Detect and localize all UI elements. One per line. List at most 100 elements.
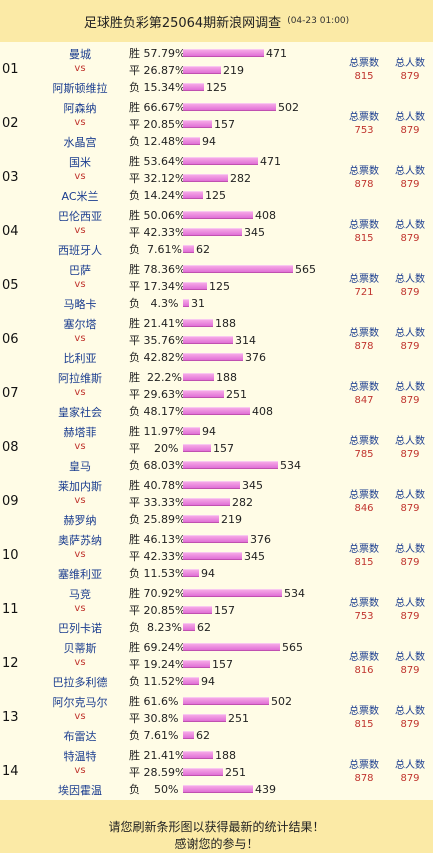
vote-bar xyxy=(183,535,248,543)
total-people: 总人数 879 xyxy=(390,378,430,406)
vs-label: vs xyxy=(74,765,86,776)
vote-bar xyxy=(183,103,276,111)
total-votes-label: 总票数 xyxy=(349,328,379,339)
vote-count: 125 xyxy=(206,80,227,94)
vote-count: 314 xyxy=(235,333,256,347)
result-percent-label: 平 20% xyxy=(129,442,179,455)
result-percent-label: 胜 70.92% xyxy=(129,587,186,600)
vote-bar xyxy=(183,643,280,651)
vote-count: 157 xyxy=(212,657,233,671)
result-percent-label: 负 50% xyxy=(129,783,179,796)
total-votes-value: 847 xyxy=(354,395,374,406)
home-team: 阿尔克马尔 xyxy=(52,696,108,709)
vote-bar xyxy=(183,211,253,219)
total-people-value: 879 xyxy=(400,503,420,514)
total-votes: 总票数 816 xyxy=(344,648,384,676)
total-people-label: 总人数 xyxy=(395,382,425,393)
result-bar-row: 胜 53.64% 471 xyxy=(129,154,281,169)
vs-label: vs xyxy=(74,171,86,182)
match-row: 03 国米 vs AC米兰 胜 53.64% 471 平 32.12% 282 负 1… xyxy=(0,150,433,204)
total-votes: 总票数 815 xyxy=(344,540,384,568)
result-percent-label: 负 7.61% xyxy=(129,729,179,742)
result-bar-row: 负 14.24% 125 xyxy=(129,188,226,203)
total-votes-label: 总票数 xyxy=(349,598,379,609)
vote-bar xyxy=(183,569,199,577)
total-people-value: 879 xyxy=(400,719,420,730)
result-bar-row: 胜 46.13% 376 xyxy=(129,532,271,547)
result-bar-row: 平 28.59% 251 xyxy=(129,765,246,780)
vs-label: vs xyxy=(74,441,86,452)
vote-count: 565 xyxy=(295,262,316,276)
vote-count: 188 xyxy=(216,370,237,384)
vote-count: 188 xyxy=(215,748,236,762)
total-people-label: 总人数 xyxy=(395,760,425,771)
total-people: 总人数 879 xyxy=(390,162,430,190)
home-team: 巴伦西亚 xyxy=(58,210,102,223)
result-percent-label: 胜 57.79% xyxy=(129,47,186,60)
result-percent-label: 平 33.33% xyxy=(129,496,186,509)
vote-bar xyxy=(183,174,228,182)
total-people-label: 总人数 xyxy=(395,490,425,501)
result-percent-label: 负 42.82% xyxy=(129,351,186,364)
total-votes-value: 815 xyxy=(354,71,374,82)
result-percent-label: 胜 61.6% xyxy=(129,695,179,708)
result-bar-row: 平 17.34% 125 xyxy=(129,279,230,294)
vs-label: vs xyxy=(74,63,86,74)
away-team: 赫罗纳 xyxy=(63,514,97,527)
total-people-value: 879 xyxy=(400,395,420,406)
result-percent-label: 胜 69.24% xyxy=(129,641,186,654)
result-percent-label: 负 11.53% xyxy=(129,567,186,580)
vs-label: vs xyxy=(74,225,86,236)
result-percent-label: 负 12.48% xyxy=(129,135,186,148)
vote-bar xyxy=(183,66,221,74)
away-team: 布雷达 xyxy=(63,730,97,743)
vote-count: 125 xyxy=(205,188,226,202)
vote-bar xyxy=(183,677,199,685)
home-team: 塞尔塔 xyxy=(63,318,97,331)
total-votes: 总票数 815 xyxy=(344,54,384,82)
result-bar-row: 负 4.3% 31 xyxy=(129,296,205,311)
result-bar-row: 胜 70.92% 534 xyxy=(129,586,305,601)
vote-count: 251 xyxy=(226,387,247,401)
away-team: 巴列卡诺 xyxy=(58,622,102,635)
total-people-value: 879 xyxy=(400,449,420,460)
match-row: 07 阿拉维斯 vs 皇家社会 胜 22.2% 188 平 29.63% 251 负 … xyxy=(0,366,433,420)
total-people: 总人数 879 xyxy=(390,216,430,244)
vote-bar xyxy=(183,336,233,344)
total-people-value: 879 xyxy=(400,71,420,82)
total-votes-value: 721 xyxy=(354,287,374,298)
total-people: 总人数 879 xyxy=(390,108,430,136)
total-votes-label: 总票数 xyxy=(349,544,379,555)
total-votes-label: 总票数 xyxy=(349,436,379,447)
total-votes-value: 878 xyxy=(354,341,374,352)
vote-count: 62 xyxy=(197,620,211,634)
vote-bar xyxy=(183,731,194,739)
match-list: 01 曼城 vs 阿斯顿维拉 胜 57.79% 471 平 26.87% 219 负 … xyxy=(0,42,433,798)
vote-count: 188 xyxy=(215,316,236,330)
vote-count: 565 xyxy=(282,640,303,654)
result-bar-row: 负 11.52% 94 xyxy=(129,674,215,689)
total-people-label: 总人数 xyxy=(395,598,425,609)
total-people-label: 总人数 xyxy=(395,328,425,339)
result-percent-label: 平 28.59% xyxy=(129,766,186,779)
result-bar-row: 负 15.34% 125 xyxy=(129,80,227,95)
result-percent-label: 负 7.61% xyxy=(129,243,182,256)
vote-count: 219 xyxy=(223,63,244,77)
match-number: 04 xyxy=(2,224,19,239)
result-bar-row: 平 42.33% 345 xyxy=(129,225,265,240)
home-team: 赫塔菲 xyxy=(63,426,97,439)
result-bar-row: 负 7.61% 62 xyxy=(129,242,210,257)
footer-refresh-note: 请您刷新条形图以获得最新的统计结果！ xyxy=(108,820,325,834)
total-votes: 总票数 847 xyxy=(344,378,384,406)
footer: 请您刷新条形图以获得最新的统计结果！ 感谢您的参与！ xyxy=(0,800,433,853)
home-team: 阿森纳 xyxy=(63,102,97,115)
total-people: 总人数 879 xyxy=(390,486,430,514)
result-percent-label: 平 42.33% xyxy=(129,550,186,563)
total-people-label: 总人数 xyxy=(395,436,425,447)
match-row: 14 特温特 vs 埃因霍温 胜 21.41% 188 平 28.59% 251 负 … xyxy=(0,744,433,798)
vote-bar xyxy=(183,552,242,560)
vote-count: 282 xyxy=(232,495,253,509)
vote-count: 125 xyxy=(209,279,230,293)
match-number: 10 xyxy=(2,548,19,563)
vote-count: 439 xyxy=(255,782,276,796)
